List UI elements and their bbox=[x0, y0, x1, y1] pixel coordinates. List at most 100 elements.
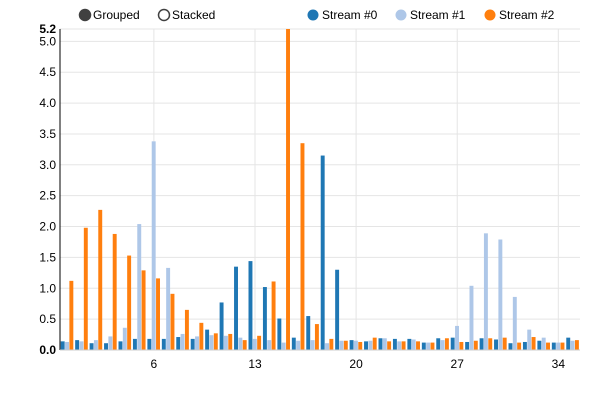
bar[interactable] bbox=[156, 278, 160, 350]
bar[interactable] bbox=[522, 341, 527, 350]
bar[interactable] bbox=[127, 255, 132, 350]
bar[interactable] bbox=[170, 293, 175, 350]
bar[interactable] bbox=[483, 233, 488, 350]
bar[interactable] bbox=[392, 338, 397, 350]
bar[interactable] bbox=[320, 155, 325, 350]
bar[interactable] bbox=[329, 338, 334, 350]
bar[interactable] bbox=[104, 343, 108, 350]
bar[interactable] bbox=[541, 337, 546, 350]
bar[interactable] bbox=[242, 340, 247, 350]
bar[interactable] bbox=[335, 269, 340, 350]
bar[interactable] bbox=[566, 337, 571, 350]
bar[interactable] bbox=[343, 340, 348, 350]
grouped-label[interactable]: Grouped bbox=[93, 8, 140, 22]
legend-item-label[interactable]: Stream #0 bbox=[322, 8, 378, 22]
bar[interactable] bbox=[122, 327, 127, 350]
bar[interactable] bbox=[546, 342, 550, 350]
bar[interactable] bbox=[151, 141, 156, 350]
bar[interactable] bbox=[166, 267, 171, 350]
bar[interactable] bbox=[108, 336, 113, 350]
bar[interactable] bbox=[551, 342, 556, 350]
bar[interactable] bbox=[223, 335, 228, 350]
bar[interactable] bbox=[364, 341, 368, 350]
bar[interactable] bbox=[300, 143, 305, 350]
bar[interactable] bbox=[488, 338, 493, 350]
legend-marker-icon[interactable] bbox=[484, 9, 496, 21]
bar[interactable] bbox=[199, 322, 204, 350]
bar[interactable] bbox=[325, 343, 329, 350]
bar[interactable] bbox=[161, 338, 166, 350]
bar[interactable] bbox=[277, 318, 282, 350]
bar[interactable] bbox=[238, 337, 243, 350]
bar[interactable] bbox=[75, 340, 80, 350]
bar[interactable] bbox=[93, 340, 98, 350]
bar[interactable] bbox=[234, 266, 238, 350]
bar[interactable] bbox=[89, 343, 94, 350]
bar[interactable] bbox=[141, 270, 146, 350]
bar[interactable] bbox=[455, 325, 459, 350]
bar[interactable] bbox=[416, 341, 420, 350]
bar[interactable] bbox=[508, 343, 513, 350]
bar[interactable] bbox=[570, 340, 575, 350]
bar[interactable] bbox=[306, 316, 311, 350]
bar[interactable] bbox=[440, 340, 445, 350]
stacked-toggle[interactable]: Stacked bbox=[157, 8, 216, 22]
bar[interactable] bbox=[382, 338, 387, 350]
bar[interactable] bbox=[465, 341, 470, 350]
bar[interactable] bbox=[248, 261, 253, 350]
bar[interactable] bbox=[368, 340, 373, 350]
bar[interactable] bbox=[112, 233, 117, 350]
stacked-radio-icon[interactable] bbox=[157, 8, 171, 22]
bar[interactable] bbox=[473, 340, 478, 350]
bar[interactable] bbox=[430, 342, 435, 350]
bar[interactable] bbox=[213, 333, 218, 350]
bar[interactable] bbox=[147, 338, 152, 350]
bar[interactable] bbox=[219, 302, 224, 350]
bar[interactable] bbox=[98, 209, 103, 350]
bar[interactable] bbox=[205, 329, 210, 350]
bar[interactable] bbox=[387, 341, 392, 350]
bar[interactable] bbox=[531, 337, 536, 350]
bar[interactable] bbox=[180, 333, 185, 350]
bar[interactable] bbox=[252, 338, 257, 350]
bar[interactable] bbox=[209, 335, 214, 350]
bar[interactable] bbox=[512, 296, 517, 350]
bar[interactable] bbox=[560, 342, 565, 350]
bar[interactable] bbox=[60, 341, 65, 350]
bar[interactable] bbox=[176, 337, 181, 350]
bar[interactable] bbox=[494, 339, 498, 350]
legend-marker-icon[interactable] bbox=[395, 9, 407, 21]
legend-item-label[interactable]: Stream #2 bbox=[499, 8, 555, 22]
bar[interactable] bbox=[65, 341, 69, 350]
bar[interactable] bbox=[436, 338, 441, 350]
bar[interactable] bbox=[281, 342, 286, 350]
bar[interactable] bbox=[291, 337, 296, 350]
bar[interactable] bbox=[296, 340, 301, 350]
grouped-radio-icon[interactable] bbox=[78, 8, 92, 22]
bar[interactable] bbox=[310, 340, 315, 350]
bar[interactable] bbox=[527, 329, 532, 350]
bar[interactable] bbox=[498, 239, 503, 350]
bar[interactable] bbox=[574, 340, 579, 350]
bar[interactable] bbox=[286, 29, 290, 350]
bar[interactable] bbox=[411, 339, 416, 350]
bar[interactable] bbox=[353, 340, 358, 350]
bar[interactable] bbox=[132, 338, 137, 350]
legend-marker-icon[interactable] bbox=[307, 9, 319, 21]
bar[interactable] bbox=[228, 333, 233, 350]
bar[interactable] bbox=[195, 336, 199, 350]
bar[interactable] bbox=[372, 337, 377, 350]
bar[interactable] bbox=[517, 342, 522, 350]
bar[interactable] bbox=[407, 338, 412, 350]
bar[interactable] bbox=[271, 281, 276, 350]
bar[interactable] bbox=[502, 337, 507, 350]
bar[interactable] bbox=[397, 341, 402, 350]
bar[interactable] bbox=[314, 324, 319, 350]
bar[interactable] bbox=[459, 341, 464, 350]
bar[interactable] bbox=[190, 338, 195, 350]
stacked-label[interactable]: Stacked bbox=[172, 8, 215, 22]
bar[interactable] bbox=[83, 227, 88, 350]
bar[interactable] bbox=[137, 224, 142, 350]
bar[interactable] bbox=[401, 341, 406, 350]
bar[interactable] bbox=[378, 338, 383, 350]
